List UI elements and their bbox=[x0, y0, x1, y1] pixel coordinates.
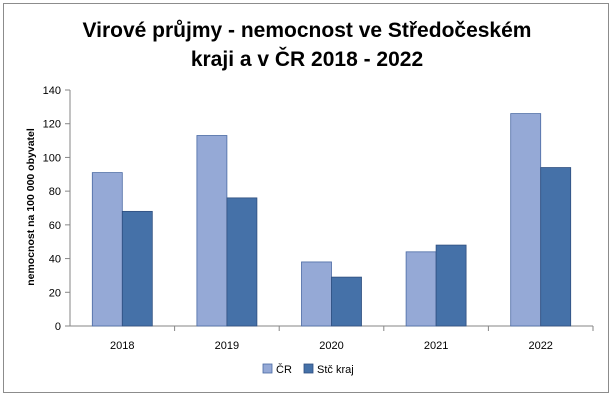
bar-stc-kraj-2018 bbox=[121, 210, 153, 327]
y-tick-label: 20 bbox=[49, 287, 61, 299]
x-tick-label: 2018 bbox=[110, 340, 134, 352]
y-tick-label: 100 bbox=[43, 152, 61, 164]
legend-label-stc-kraj: Stč kraj bbox=[317, 364, 354, 376]
bar-stc-kraj-2020 bbox=[331, 276, 362, 327]
plot-area: 0 20 40 60 80 100 120 140 2018 2019 2020 2021 2022 bbox=[43, 85, 594, 352]
y-tick-label: 80 bbox=[49, 186, 61, 198]
y-tick-label: 0 bbox=[55, 321, 61, 333]
chart-title-line1: Virové průjmy - nemocnost ve Středočeské… bbox=[83, 19, 532, 42]
legend-label-cr: ČR bbox=[276, 363, 292, 376]
x-tick-label: 2020 bbox=[319, 340, 343, 352]
chart-title-line2: kraji a v ČR 2018 - 2022 bbox=[191, 47, 423, 71]
legend-swatch-cr bbox=[262, 363, 273, 374]
legend: ČR Stč kraj bbox=[262, 363, 354, 376]
y-tick-label: 60 bbox=[49, 220, 61, 232]
x-tick-label: 2019 bbox=[215, 340, 239, 352]
bar-stc-kraj-2019 bbox=[226, 197, 258, 327]
bar-cr-2021 bbox=[405, 251, 437, 327]
bar-cr-2018 bbox=[91, 172, 123, 327]
legend-swatch-stc-kraj bbox=[303, 363, 314, 374]
x-tick-label: 2022 bbox=[528, 340, 552, 352]
y-tick-label: 140 bbox=[43, 85, 61, 97]
y-tick-label: 40 bbox=[49, 254, 61, 266]
y-axis-label: nemocnost na 100 000 obyvatel bbox=[25, 128, 37, 286]
bar-cr-2020 bbox=[301, 261, 332, 327]
bar-cr-2022 bbox=[510, 113, 542, 327]
x-tick-label: 2021 bbox=[424, 340, 448, 352]
bar-stc-kraj-2022 bbox=[540, 167, 572, 327]
bar-stc-kraj-2021 bbox=[435, 244, 467, 327]
y-tick-label: 120 bbox=[43, 119, 61, 131]
bar-cr-2019 bbox=[196, 135, 228, 327]
